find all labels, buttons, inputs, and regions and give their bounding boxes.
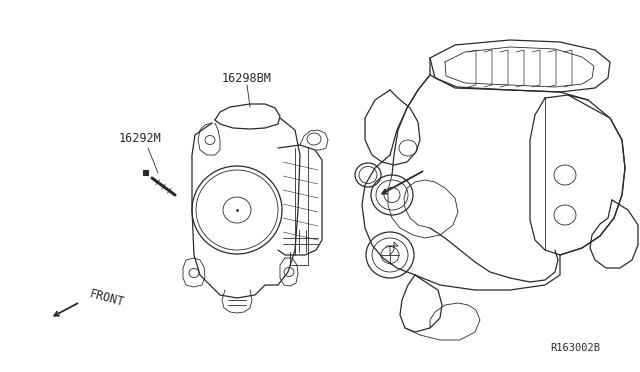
Text: R163002B: R163002B <box>550 343 600 353</box>
Text: FRONT: FRONT <box>88 287 126 309</box>
Text: 16298BM: 16298BM <box>222 71 272 84</box>
Text: 16292M: 16292M <box>118 131 161 144</box>
